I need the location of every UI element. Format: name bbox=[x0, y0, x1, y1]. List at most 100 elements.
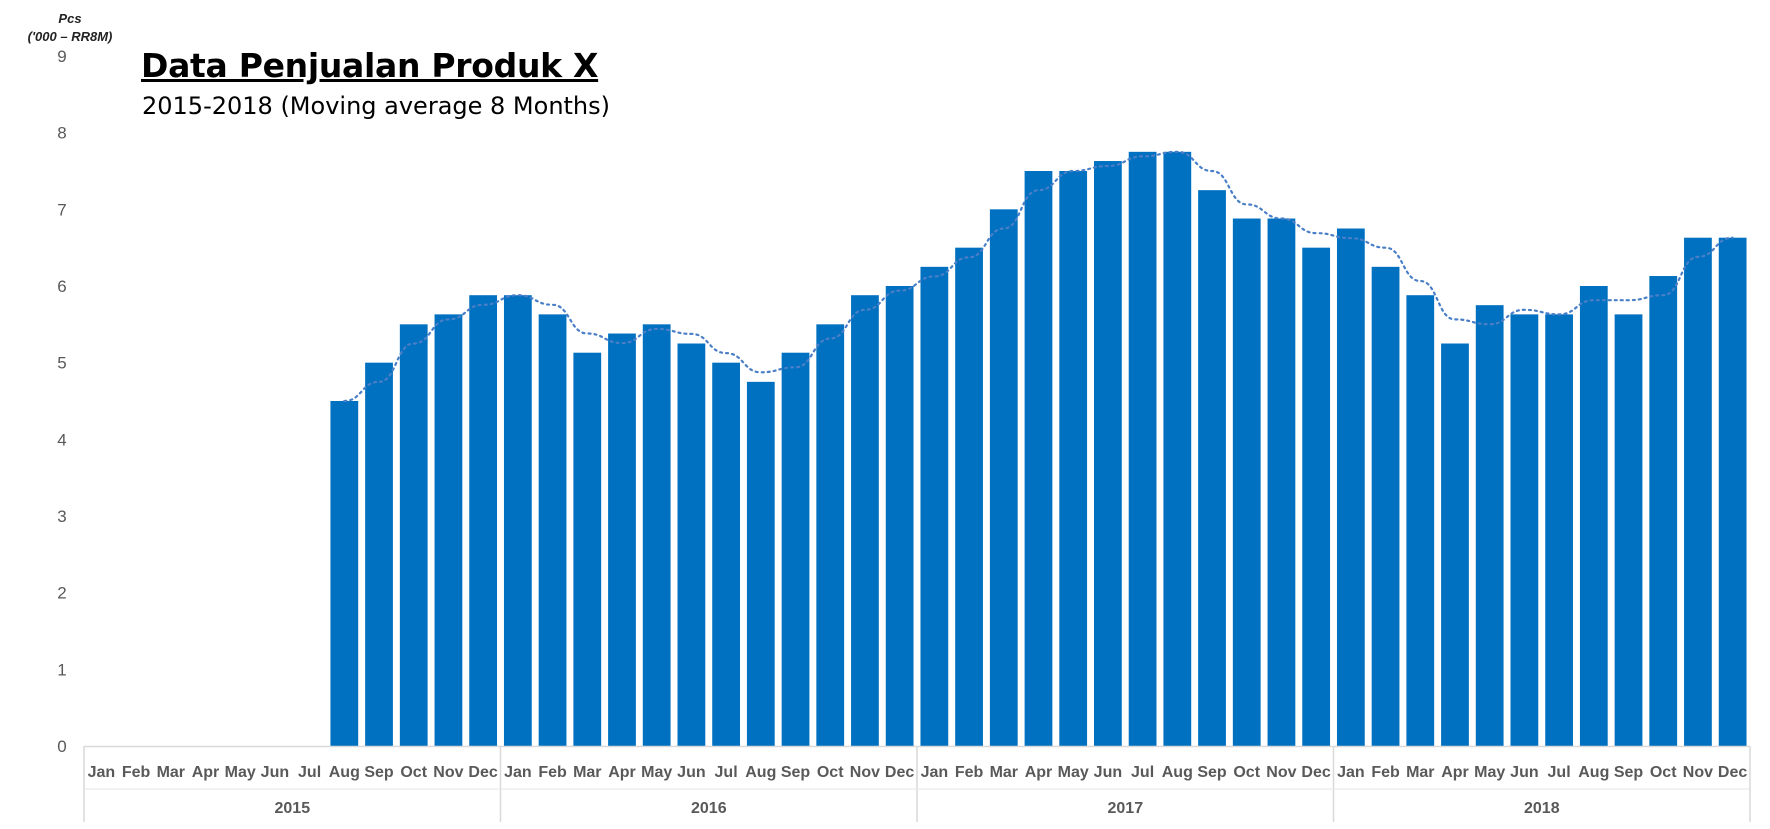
y-axis-unit-line1: Pcs bbox=[58, 11, 82, 26]
bar bbox=[712, 362, 740, 746]
bar bbox=[469, 295, 498, 746]
x-tick-label: Nov bbox=[850, 764, 880, 781]
y-tick-label: 2 bbox=[57, 584, 66, 603]
x-tick-label: Dec bbox=[885, 764, 914, 781]
bar bbox=[851, 295, 879, 746]
bar bbox=[1024, 171, 1053, 746]
bar bbox=[989, 209, 1018, 746]
bar bbox=[781, 352, 810, 746]
x-tick-label: May bbox=[1474, 764, 1505, 781]
chart-title: Data Penjualan Produk X bbox=[141, 46, 599, 85]
x-tick-label: Feb bbox=[538, 764, 567, 781]
bar bbox=[1475, 305, 1504, 746]
x-tick-label: Oct bbox=[400, 764, 427, 781]
bar bbox=[955, 247, 983, 747]
bar bbox=[1371, 266, 1400, 746]
bar bbox=[1163, 151, 1192, 746]
year-label: 2017 bbox=[1108, 800, 1144, 817]
year-label: 2018 bbox=[1524, 800, 1560, 817]
bar bbox=[1232, 218, 1261, 746]
x-tick-label: Jul bbox=[1131, 764, 1154, 781]
x-tick-label: Feb bbox=[955, 764, 984, 781]
x-tick-label: Dec bbox=[468, 764, 497, 781]
x-tick-label: Jan bbox=[921, 764, 949, 781]
bar bbox=[1302, 247, 1331, 747]
bar bbox=[1059, 171, 1088, 746]
bar bbox=[1094, 161, 1122, 746]
bar bbox=[920, 266, 949, 746]
y-tick-label: 7 bbox=[57, 200, 66, 219]
bar bbox=[1684, 237, 1712, 746]
x-tick-label: Sep bbox=[1197, 764, 1227, 781]
bar bbox=[677, 343, 706, 746]
moving-average-trendline bbox=[343, 150, 1734, 403]
bar bbox=[538, 314, 567, 746]
x-tick-label: Sep bbox=[1614, 764, 1644, 781]
x-tick-label: Dec bbox=[1301, 764, 1330, 781]
bar bbox=[399, 324, 428, 746]
x-tick-label: Apr bbox=[192, 764, 220, 781]
y-axis-ticks: 0 1 2 3 4 5 6 7 8 9 bbox=[57, 47, 66, 756]
chart-subtitle: 2015-2018 (Moving average 8 Months) bbox=[142, 92, 611, 120]
y-tick-label: 5 bbox=[57, 354, 66, 373]
x-tick-label: Dec bbox=[1718, 764, 1747, 781]
x-tick-label: May bbox=[225, 764, 256, 781]
bar bbox=[365, 362, 393, 746]
bar bbox=[1718, 237, 1747, 746]
bar bbox=[1579, 286, 1608, 746]
bars bbox=[330, 151, 1747, 747]
bar bbox=[746, 381, 775, 746]
x-tick-label: Aug bbox=[1162, 764, 1193, 781]
x-tick-label: Aug bbox=[745, 764, 776, 781]
x-tick-label: Sep bbox=[364, 764, 394, 781]
x-tick-label: Jan bbox=[88, 764, 116, 781]
x-tick-label: Mar bbox=[157, 764, 185, 781]
x-tick-label: Nov bbox=[1266, 764, 1296, 781]
y-tick-label: 1 bbox=[57, 660, 66, 679]
x-tick-label: Apr bbox=[608, 764, 636, 781]
x-tick-label: Aug bbox=[1578, 764, 1609, 781]
x-axis: Jan Feb Mar Apr May Jun Jul Aug Sep Oct Nov Dec Jan F… bbox=[83, 745, 1751, 822]
bar bbox=[1614, 314, 1643, 746]
x-tick-label: May bbox=[1058, 764, 1089, 781]
x-tick-label: Jul bbox=[715, 764, 738, 781]
x-tick-label: Aug bbox=[329, 764, 360, 781]
bar bbox=[885, 286, 914, 746]
x-tick-label: Jun bbox=[1510, 764, 1538, 781]
x-tick-label: Jan bbox=[1337, 764, 1365, 781]
x-tick-label: Feb bbox=[122, 764, 151, 781]
y-tick-label: 9 bbox=[57, 47, 66, 66]
x-tick-label: Apr bbox=[1025, 764, 1053, 781]
x-tick-label: Feb bbox=[1371, 764, 1400, 781]
y-tick-label: 8 bbox=[57, 124, 66, 143]
x-tick-label: May bbox=[641, 764, 672, 781]
bar bbox=[1441, 343, 1469, 746]
y-axis-unit-label: Pcs ('000 – RR8M) bbox=[10, 10, 130, 46]
y-tick-label: 6 bbox=[57, 277, 66, 296]
bar bbox=[1128, 151, 1157, 746]
bar bbox=[330, 401, 359, 746]
x-tick-label: Nov bbox=[1683, 764, 1713, 781]
x-tick-label: Oct bbox=[1233, 764, 1260, 781]
x-tick-label: Mar bbox=[573, 764, 601, 781]
bar bbox=[1336, 228, 1365, 746]
bar bbox=[434, 314, 463, 746]
bar bbox=[1406, 295, 1435, 746]
x-tick-label: Jul bbox=[1548, 764, 1571, 781]
bar bbox=[573, 352, 602, 746]
bar bbox=[503, 295, 532, 746]
bar bbox=[1198, 190, 1226, 747]
x-tick-label: Jun bbox=[261, 764, 289, 781]
x-tick-label: Jul bbox=[298, 764, 321, 781]
year-label: 2015 bbox=[275, 800, 311, 817]
bar bbox=[1649, 276, 1678, 746]
x-tick-label: Jun bbox=[677, 764, 705, 781]
y-tick-label: 0 bbox=[57, 737, 66, 756]
bar bbox=[1545, 314, 1573, 746]
x-tick-label: Oct bbox=[1650, 764, 1677, 781]
bar bbox=[642, 324, 671, 746]
x-tick-label: Oct bbox=[817, 764, 844, 781]
x-tick-label: Mar bbox=[1406, 764, 1434, 781]
x-tick-label: Jan bbox=[504, 764, 532, 781]
